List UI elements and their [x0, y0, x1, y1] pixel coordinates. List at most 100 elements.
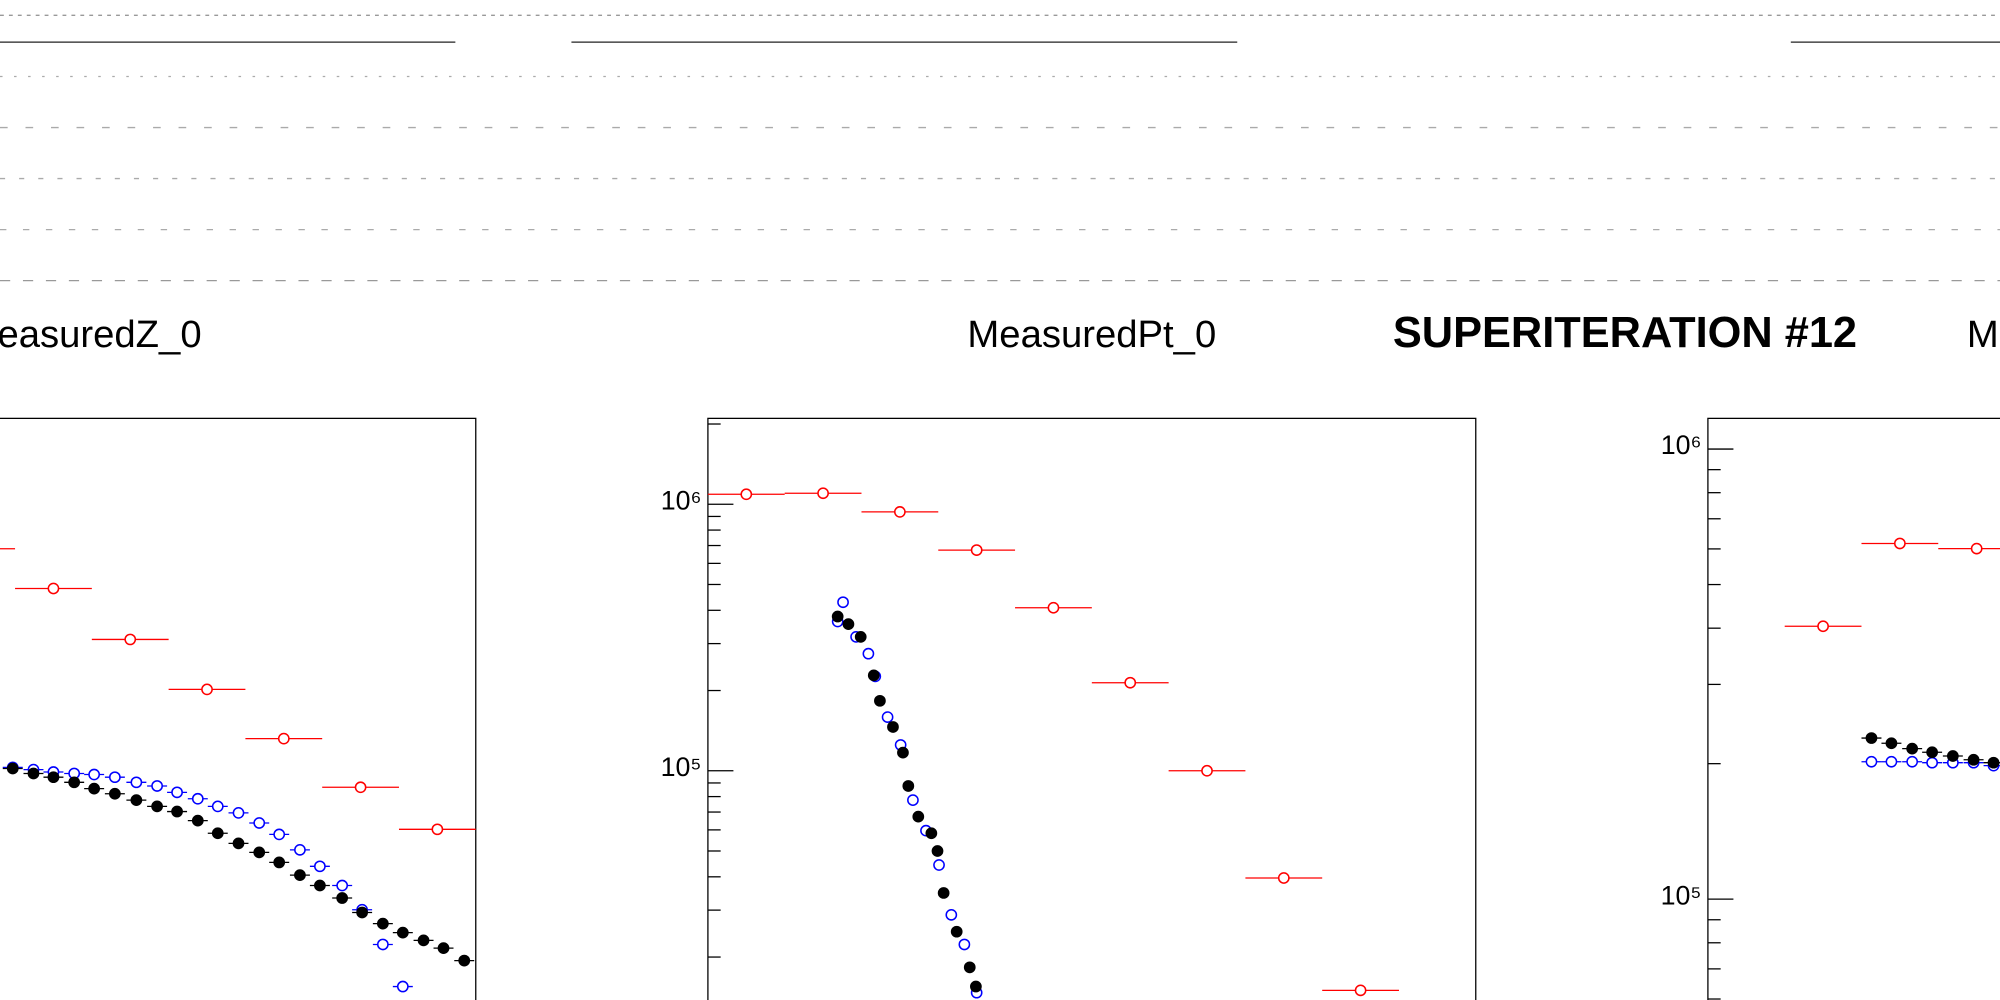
marker [907, 794, 919, 806]
marker [1124, 676, 1137, 689]
marker [1926, 756, 1938, 769]
marker [867, 669, 880, 682]
marker [109, 787, 121, 800]
marker [1201, 764, 1213, 777]
marker [817, 487, 829, 500]
marker [109, 771, 121, 784]
marker [1865, 732, 1878, 744]
marker [253, 817, 266, 829]
marker [294, 843, 306, 856]
frame [707, 417, 1477, 1000]
marker [1967, 753, 1980, 766]
marker [874, 694, 886, 707]
marker [837, 596, 849, 609]
marker [314, 879, 326, 892]
marker [970, 544, 983, 556]
marker [925, 827, 938, 840]
panel: M 10⁵ 10⁶ [1661, 313, 2000, 1000]
marker [963, 961, 976, 974]
panel: MeasuredPt_0 10⁵ 10⁶ [661, 313, 1477, 1000]
marker [1277, 872, 1290, 884]
marker [854, 630, 867, 643]
marker [47, 771, 60, 784]
marker [437, 942, 450, 955]
marker [894, 506, 906, 518]
marker [1987, 756, 2000, 769]
marker [1047, 601, 1060, 614]
marker [417, 934, 430, 947]
y-tick-label: 10⁶ [1661, 430, 1702, 460]
marker [902, 780, 915, 792]
marker [201, 683, 213, 696]
marker [1970, 542, 1983, 555]
marker [211, 827, 224, 840]
marker [945, 908, 958, 921]
marker [314, 860, 326, 873]
series [2, 762, 475, 967]
marker [1817, 620, 1829, 633]
panel-title: MeasuredPt_0 [967, 313, 1216, 356]
marker [273, 828, 286, 841]
marker [1906, 755, 1919, 768]
marker [958, 938, 971, 951]
marker [151, 800, 163, 813]
series [0, 548, 476, 836]
marker [6, 762, 19, 775]
marker [1906, 742, 1919, 755]
marker [191, 814, 204, 827]
marker [171, 805, 183, 818]
marker [277, 732, 290, 745]
suptitle: SUPERITERATION #12 [1393, 309, 1857, 357]
marker [970, 980, 982, 993]
marker [1946, 750, 1959, 762]
marker [124, 633, 137, 646]
y-tick-label: 10⁵ [661, 752, 702, 782]
series [831, 610, 982, 993]
marker [1885, 737, 1898, 750]
y-tick-label: 10⁵ [1661, 880, 1702, 910]
marker [130, 794, 143, 806]
marker [831, 610, 844, 623]
marker [88, 768, 101, 781]
marker [842, 618, 855, 630]
marker [937, 887, 950, 899]
marker [354, 781, 367, 794]
marker [27, 767, 40, 780]
marker [376, 938, 389, 951]
series [707, 487, 1399, 997]
panel-title: easuredZ_0 [0, 313, 202, 356]
marker [191, 792, 204, 805]
marker [294, 869, 306, 881]
marker [1926, 746, 1938, 759]
frame [1707, 417, 2000, 1000]
marker [396, 926, 409, 939]
marker [1894, 537, 1906, 550]
marker [887, 721, 899, 733]
panel: easuredZ_0 [0, 313, 477, 1000]
marker [396, 980, 409, 993]
marker [232, 807, 245, 819]
series [1861, 732, 2000, 769]
marker [47, 582, 60, 595]
marker [232, 837, 245, 850]
marker [68, 776, 81, 789]
marker [130, 776, 143, 789]
marker [431, 823, 444, 836]
marker [171, 786, 183, 799]
marker [931, 845, 944, 857]
top-strip [0, 14, 2000, 282]
marker [1885, 755, 1898, 768]
marker [740, 488, 753, 501]
panel-title: M [1967, 313, 1999, 356]
marker [933, 859, 945, 871]
marker [912, 810, 925, 823]
frame [0, 417, 477, 1000]
marker [458, 954, 471, 967]
marker [1865, 755, 1878, 768]
series [1784, 537, 2000, 633]
marker [862, 647, 875, 660]
marker [950, 925, 963, 938]
